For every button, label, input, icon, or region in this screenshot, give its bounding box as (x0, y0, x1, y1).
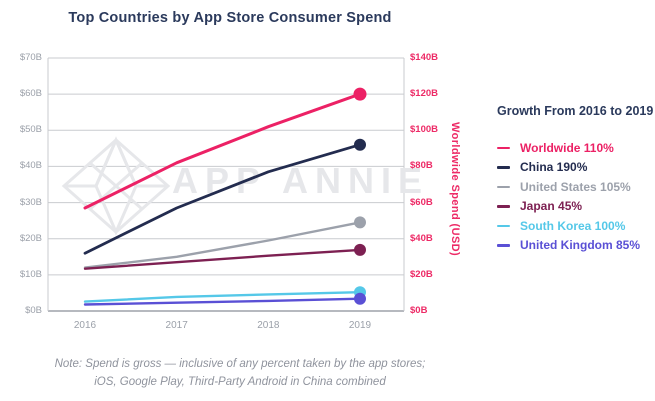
y-axis-tick-right: $40B (410, 232, 433, 244)
legend-panel: Growth From 2016 to 2019 Worldwide 110% C… (497, 104, 655, 255)
footnote-line1: Note: Spend is gross — inclusive of any … (54, 358, 426, 370)
y-axis-tick-left: $70B (19, 52, 42, 63)
legend-label: Worldwide 110% (520, 140, 614, 155)
series-endpoint-japan (354, 243, 366, 256)
series-line-united-kingdom (83, 297, 362, 306)
legend-dash-icon (497, 244, 510, 247)
legend-label: Japan 45% (520, 199, 583, 214)
legend-item: China 190% (497, 158, 655, 178)
legend-label: United States 105% (520, 179, 631, 194)
legend-item: United States 105% (497, 177, 655, 197)
series-endpoint-worldwide (353, 87, 367, 101)
y-axis-tick-right: $100B (410, 124, 438, 136)
legend-dash-icon (497, 224, 510, 227)
legend-dash-icon (497, 166, 510, 169)
series-line-south-korea (83, 291, 362, 303)
gem-icon (61, 136, 171, 236)
legend-label: China 190% (520, 160, 588, 175)
y-axis-tick-left: $10B (19, 268, 42, 280)
legend-label: United Kingdom 85% (520, 238, 641, 253)
legend-dash-icon (497, 146, 510, 149)
footnote: Note: Spend is gross — inclusive of any … (18, 356, 462, 392)
x-axis-tick: 2016 (73, 320, 97, 331)
right-axis-title: Worldwide Spend (USD) (449, 122, 461, 257)
footnote-line2: iOS, Google Play, Third-Party Android in… (94, 375, 386, 388)
series-line-united-states (83, 221, 362, 269)
legend-items: Worldwide 110% China 190% United States 10… (497, 138, 655, 255)
y-axis-tick-right: $0B (410, 305, 428, 316)
legend-dash-icon (497, 185, 510, 188)
x-axis-tick: 2018 (257, 320, 280, 331)
chart-title: Top Countries by App Store Consumer Spen… (68, 10, 392, 26)
y-axis-tick-right: $80B (410, 160, 433, 172)
y-axis-tick-left: $40B (19, 160, 42, 172)
y-axis-tick-left: $30B (19, 196, 42, 208)
x-axis-tick: 2017 (165, 320, 188, 331)
y-axis-tick-left: $0B (25, 305, 42, 316)
series-line-china (83, 143, 362, 255)
y-axis-tick-right: $140B (410, 52, 438, 63)
series-endpoint-united-states (354, 216, 366, 229)
legend-item: Japan 45% (497, 197, 655, 217)
legend-item: South Korea 100% (497, 216, 655, 236)
x-axis-tick: 2019 (348, 320, 372, 331)
series-endpoint-united-kingdom (354, 292, 366, 305)
legend-item: United Kingdom 85% (497, 236, 655, 256)
legend-item: Worldwide 110% (497, 138, 655, 158)
legend-heading: Growth From 2016 to 2019 (497, 104, 654, 118)
y-axis-tick-left: $60B (19, 88, 42, 100)
y-axis-tick-left: $20B (19, 232, 42, 244)
y-axis-tick-right: $120B (410, 88, 438, 100)
y-axis-tick-right: $60B (410, 196, 433, 208)
y-axis-tick-right: $20B (410, 268, 433, 280)
y-axis-tick-left: $50B (19, 124, 42, 136)
legend-label: South Korea 100% (520, 218, 626, 233)
series-line-japan (83, 248, 362, 270)
series-line-worldwide (83, 92, 362, 210)
legend-dash-icon (497, 205, 510, 208)
series-endpoint-china (354, 138, 366, 151)
